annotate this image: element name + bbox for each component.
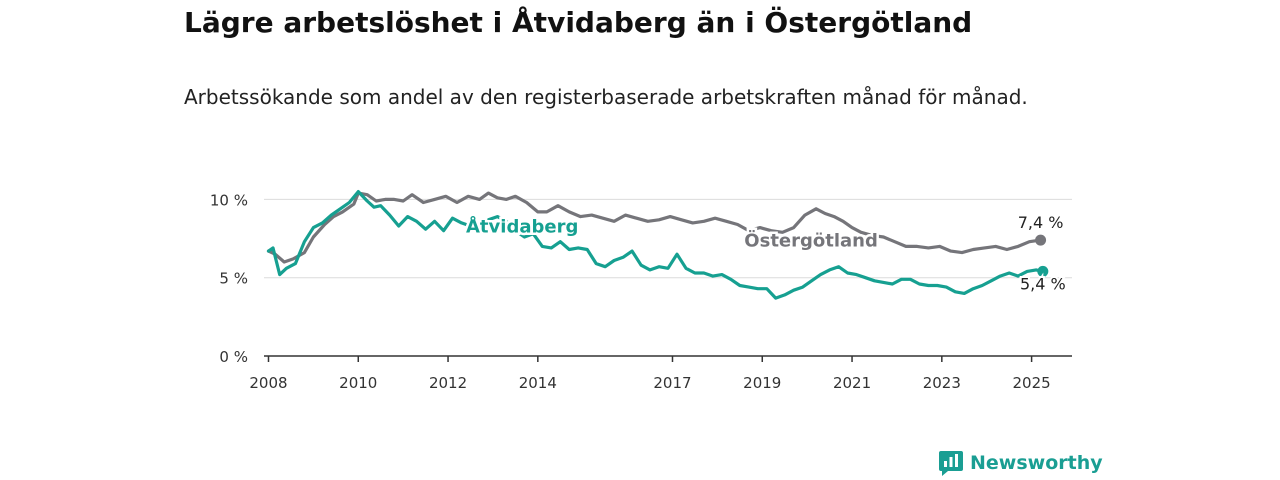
axes: 0 % 5 % 10 % 2008 2010 2012 2014 2017 2019 2021 20… bbox=[210, 191, 1072, 392]
x-tick-label: 2017 bbox=[653, 374, 691, 392]
x-tick-label: 2019 bbox=[743, 374, 781, 392]
series-name-label: Åtvidaberg bbox=[466, 214, 578, 237]
series-line-atvidaberg bbox=[269, 192, 1043, 299]
line-chart: 0 % 5 % 10 % 2008 2010 2012 2014 2017 2019 2021 20… bbox=[0, 0, 1280, 440]
x-tick-label: 2008 bbox=[249, 374, 287, 392]
data-labels: 7,4 % Östergötland 5,4 % Åtvidaberg bbox=[466, 213, 1066, 293]
series-lines bbox=[269, 192, 1049, 299]
newsworthy-logo-icon bbox=[938, 449, 964, 477]
x-tick-label: 2023 bbox=[923, 374, 961, 392]
x-tick-label: 2010 bbox=[339, 374, 377, 392]
series-end-point bbox=[1035, 235, 1046, 246]
x-tick-label: 2014 bbox=[519, 374, 557, 392]
series-name-label: Östergötland bbox=[744, 229, 878, 251]
x-tick-label: 2012 bbox=[429, 374, 467, 392]
x-tick-label: 2021 bbox=[833, 374, 871, 392]
x-tick-label: 2025 bbox=[1013, 374, 1051, 392]
end-value-label: 5,4 % bbox=[1020, 274, 1066, 293]
series-line-ostergotland bbox=[269, 193, 1041, 262]
newsworthy-logo: Newsworthy bbox=[938, 449, 1103, 477]
y-tick-label: 5 % bbox=[219, 270, 248, 288]
end-value-label: 7,4 % bbox=[1018, 213, 1064, 232]
y-tick-label: 10 % bbox=[210, 191, 248, 209]
brand-name: Newsworthy bbox=[970, 452, 1103, 474]
y-tick-label: 0 % bbox=[219, 348, 248, 366]
